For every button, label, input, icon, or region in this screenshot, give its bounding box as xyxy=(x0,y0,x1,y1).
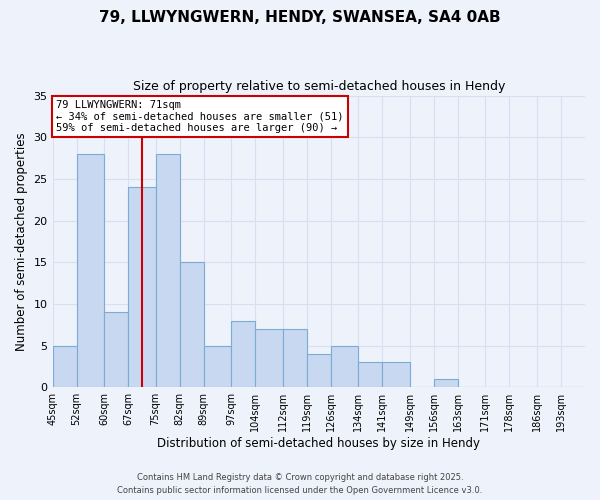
Y-axis label: Number of semi-detached properties: Number of semi-detached properties xyxy=(15,132,28,351)
Bar xyxy=(255,329,283,388)
Bar xyxy=(434,379,458,388)
Bar xyxy=(331,346,358,388)
Bar xyxy=(382,362,410,388)
Bar xyxy=(231,320,255,388)
Text: 79, LLWYNGWERN, HENDY, SWANSEA, SA4 0AB: 79, LLWYNGWERN, HENDY, SWANSEA, SA4 0AB xyxy=(99,10,501,25)
Bar xyxy=(104,312,128,388)
X-axis label: Distribution of semi-detached houses by size in Hendy: Distribution of semi-detached houses by … xyxy=(157,437,480,450)
Text: 79 LLWYNGWERN: 71sqm
← 34% of semi-detached houses are smaller (51)
59% of semi-: 79 LLWYNGWERN: 71sqm ← 34% of semi-detac… xyxy=(56,100,343,133)
Bar xyxy=(53,346,77,388)
Bar xyxy=(203,346,231,388)
Bar xyxy=(155,154,179,388)
Title: Size of property relative to semi-detached houses in Hendy: Size of property relative to semi-detach… xyxy=(133,80,505,93)
Bar xyxy=(358,362,382,388)
Bar xyxy=(283,329,307,388)
Text: Contains HM Land Registry data © Crown copyright and database right 2025.
Contai: Contains HM Land Registry data © Crown c… xyxy=(118,474,482,495)
Bar xyxy=(128,188,155,388)
Bar xyxy=(179,262,203,388)
Bar xyxy=(77,154,104,388)
Bar xyxy=(307,354,331,388)
